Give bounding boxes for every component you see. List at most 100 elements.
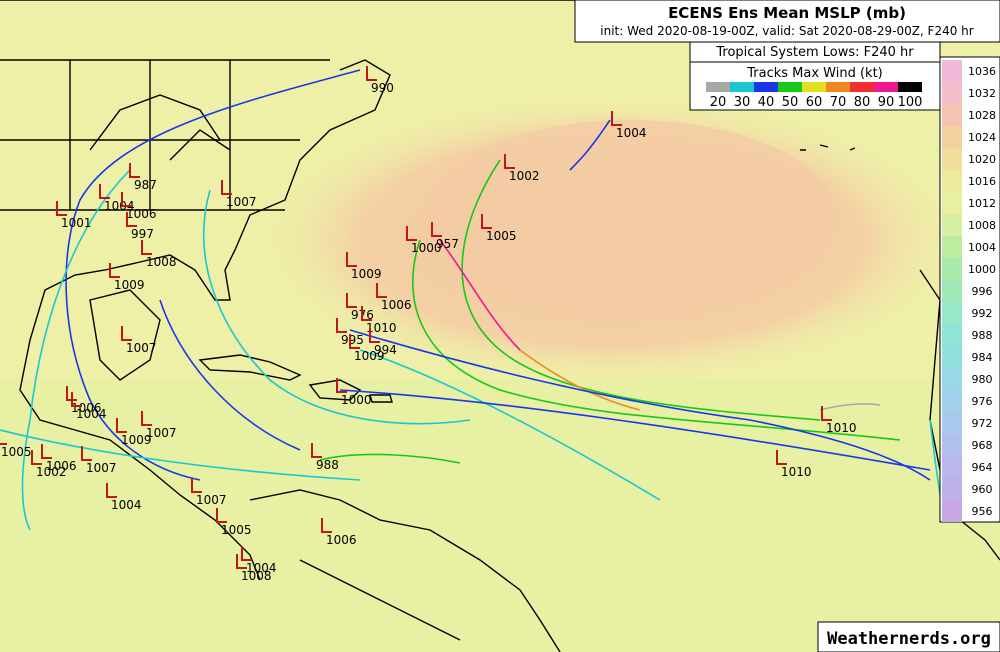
colorbar-label: 1000 bbox=[968, 263, 996, 276]
colorbar-label: 988 bbox=[972, 329, 993, 342]
low-marker bbox=[236, 554, 247, 569]
low-marker bbox=[31, 450, 42, 465]
legend-label: 100 bbox=[898, 95, 923, 110]
low-label: 990 bbox=[371, 81, 394, 95]
low-label: 1010 bbox=[366, 321, 397, 335]
low-marker bbox=[369, 328, 380, 343]
low-marker bbox=[106, 483, 117, 498]
low-label: 1004 bbox=[111, 498, 142, 512]
legend-swatch bbox=[874, 82, 898, 92]
low-marker bbox=[336, 318, 347, 333]
colorbar-cell bbox=[942, 126, 962, 148]
legend-label: 70 bbox=[830, 95, 847, 110]
legend-label: 30 bbox=[734, 95, 751, 110]
low-marker bbox=[366, 66, 377, 81]
low-label: 1004 bbox=[104, 199, 135, 213]
low-label: 1009 bbox=[114, 278, 145, 292]
colorbar-label: 984 bbox=[972, 351, 993, 364]
title: ECENS Ens Mean MSLP (mb) bbox=[668, 4, 906, 22]
low-label: 1007 bbox=[196, 493, 227, 507]
colorbar-label: 1008 bbox=[968, 219, 996, 232]
colorbar-label: 968 bbox=[972, 439, 993, 452]
colorbar-label: 1020 bbox=[968, 153, 996, 166]
low-marker bbox=[121, 192, 132, 207]
low-label: 1008 bbox=[146, 255, 177, 269]
watermark-box bbox=[817, 621, 1000, 652]
low-marker bbox=[129, 163, 140, 178]
low-marker bbox=[336, 378, 347, 393]
colorbar-cell bbox=[942, 456, 962, 478]
low-marker bbox=[431, 222, 442, 237]
low-label: 1007 bbox=[226, 195, 257, 209]
low-marker bbox=[376, 283, 387, 298]
low-marker bbox=[191, 478, 202, 493]
low-label: 1006 bbox=[126, 207, 157, 221]
legend-subtitle: Tracks Max Wind (kt) bbox=[746, 66, 883, 81]
colorbar-cell bbox=[942, 368, 962, 390]
subtitle: init: Wed 2020-08-19-00Z, valid: Sat 202… bbox=[600, 24, 974, 38]
legend-label: 50 bbox=[782, 95, 799, 110]
colorbar-cell bbox=[942, 478, 962, 500]
low-label: 1004 bbox=[616, 126, 647, 140]
colorbar-label: 1012 bbox=[968, 197, 996, 210]
low-label: 1007 bbox=[86, 461, 117, 475]
background-south bbox=[0, 380, 1000, 652]
header-box bbox=[574, 0, 1000, 43]
low-marker bbox=[349, 334, 360, 349]
low-label: 1004 bbox=[246, 561, 277, 575]
legend-label: 40 bbox=[758, 95, 775, 110]
legend-box bbox=[689, 41, 941, 111]
colorbar-label: 972 bbox=[972, 417, 993, 430]
legend-label: 20 bbox=[710, 95, 727, 110]
legend-swatch bbox=[706, 82, 730, 92]
legend-items: 20 30 40 50 60 70 80 90 100 bbox=[706, 82, 922, 110]
colorbar-cell bbox=[942, 60, 962, 82]
low-marker bbox=[56, 201, 67, 216]
low-label: 1009 bbox=[351, 267, 382, 281]
low-label: 1005 bbox=[1, 445, 32, 459]
legend-swatch bbox=[826, 82, 850, 92]
legend-label: 80 bbox=[854, 95, 871, 110]
low-marker bbox=[109, 263, 120, 278]
low-marker bbox=[116, 418, 127, 433]
colorbar-label: 980 bbox=[972, 373, 993, 386]
low-marker bbox=[504, 154, 515, 169]
low-label: 1006 bbox=[71, 401, 102, 415]
low-marker bbox=[0, 443, 7, 445]
colorbar-cell bbox=[942, 390, 962, 412]
low-marker bbox=[821, 406, 832, 421]
low-label: 1007 bbox=[126, 341, 157, 355]
legend-swatch bbox=[778, 82, 802, 92]
legend-label: 90 bbox=[878, 95, 895, 110]
low-label: 1010 bbox=[781, 465, 812, 479]
colorbar-cell bbox=[942, 170, 962, 192]
watermark: Weathernerds.org bbox=[827, 629, 991, 649]
low-marker bbox=[141, 240, 152, 255]
low-label: 1000 bbox=[411, 241, 442, 255]
low-marker bbox=[66, 386, 77, 401]
low-marker bbox=[481, 214, 492, 229]
colorbar-label: 1028 bbox=[968, 109, 996, 122]
low-label: 1000 bbox=[341, 393, 372, 407]
legend-swatch bbox=[802, 82, 826, 92]
legend-swatch bbox=[730, 82, 754, 92]
low-marker bbox=[81, 446, 92, 461]
low-marker bbox=[71, 392, 82, 407]
low-marker bbox=[141, 411, 152, 426]
low-label: 1005 bbox=[486, 229, 517, 243]
low-marker bbox=[121, 326, 132, 341]
low-label: 1009 bbox=[354, 349, 385, 363]
colorbar-label: 956 bbox=[972, 505, 993, 518]
colorbar-cell bbox=[942, 346, 962, 368]
low-marker bbox=[241, 546, 252, 561]
low-label: 957 bbox=[436, 237, 459, 251]
low-marker bbox=[41, 444, 52, 459]
colorbar-label: 1032 bbox=[968, 87, 996, 100]
low-marker bbox=[611, 111, 622, 126]
low-marker bbox=[361, 306, 372, 321]
colorbar-label: 992 bbox=[972, 307, 993, 320]
low-label: 1008 bbox=[241, 569, 272, 583]
colorbar-label: 1024 bbox=[968, 131, 996, 144]
colorbar-cell bbox=[942, 148, 962, 170]
